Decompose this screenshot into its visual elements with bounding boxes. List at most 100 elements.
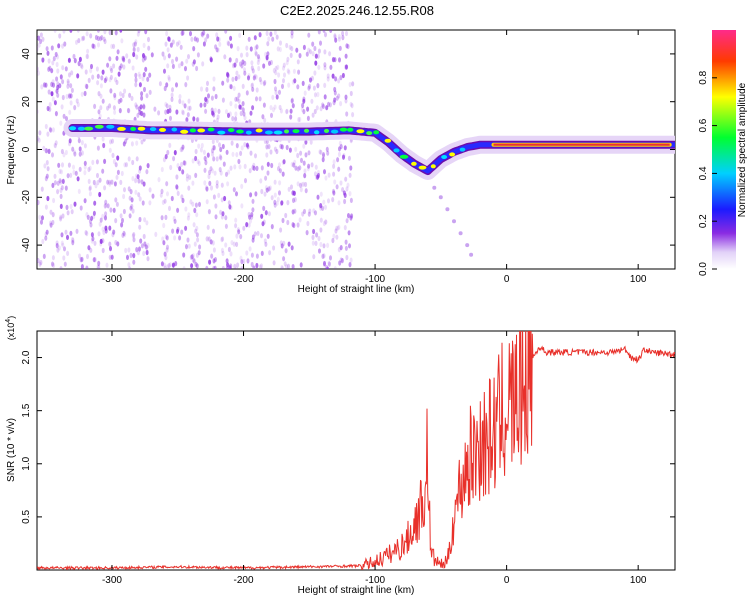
scatter-dot — [182, 252, 186, 258]
scatter-dot — [259, 79, 263, 85]
colorbar-ticks: 0.0 0.2 0.4 0.6 0.8 — [698, 70, 717, 276]
scatter-dot — [88, 185, 92, 191]
scatter-dot — [222, 161, 226, 167]
scatter-dot — [136, 174, 140, 180]
scatter-dot — [51, 60, 55, 66]
scatter-dot — [344, 94, 348, 100]
scatter-dot — [69, 83, 73, 89]
scatter-dot — [88, 165, 92, 171]
scatter-dot — [141, 200, 145, 206]
scatter-dot — [105, 262, 109, 268]
scatter-dot — [328, 51, 332, 57]
scatter-dot — [229, 43, 233, 49]
scatter-dot — [39, 38, 43, 45]
scatter-dot — [91, 74, 95, 80]
scatter-dot — [143, 86, 146, 93]
y-tick-label: 0.5 — [21, 510, 32, 524]
scatter-dot — [132, 232, 136, 238]
scatter-dot — [97, 264, 101, 269]
scatter-dot — [129, 205, 133, 211]
scatter-dot — [210, 185, 213, 191]
scatter-dot — [80, 91, 84, 97]
scatter-dot — [112, 105, 116, 111]
ridge-blob — [255, 128, 263, 133]
scatter-dot — [341, 35, 345, 41]
scatter-dot — [62, 152, 66, 158]
branch-point — [445, 207, 450, 212]
scatter-dot — [278, 46, 282, 53]
scatter-dot — [293, 159, 297, 165]
scatter-dot — [258, 96, 262, 102]
scatter-dot — [279, 108, 283, 114]
scatter-dot — [112, 207, 116, 213]
scatter-dot — [205, 199, 209, 205]
scatter-dot — [138, 216, 142, 223]
scatter-dot — [268, 250, 272, 256]
scatter-dot — [242, 225, 246, 231]
scatter-dot — [64, 229, 68, 235]
scatter-dot — [319, 203, 323, 209]
scatter-dot — [137, 71, 141, 77]
scatter-dot — [314, 210, 317, 216]
scatter-dot — [138, 73, 142, 80]
scatter-dot — [37, 70, 40, 76]
scatter-dot — [37, 199, 40, 206]
scatter-dot — [269, 31, 273, 37]
scatter-dot — [56, 92, 60, 98]
scatter-dot — [306, 166, 310, 172]
scatter-dot — [316, 83, 320, 89]
scatter-dot — [142, 250, 146, 256]
scatter-dot — [139, 104, 143, 110]
scatter-dot — [71, 146, 75, 152]
scatter-dot — [250, 60, 254, 66]
scatter-dot — [225, 149, 229, 155]
scatter-dot — [215, 117, 219, 123]
scatter-dot — [135, 104, 139, 110]
scatter-dot — [315, 105, 319, 111]
scatter-dot — [339, 75, 343, 81]
scatter-dot — [282, 256, 286, 262]
scatter-dot — [76, 102, 80, 108]
scatter-dot — [347, 230, 351, 236]
scatter-dot — [296, 166, 300, 172]
scatter-dot — [237, 98, 241, 104]
scatter-dot — [126, 107, 130, 114]
scatter-dot — [119, 213, 123, 219]
scatter-dot — [71, 236, 74, 243]
scatter-dot — [187, 185, 191, 191]
scatter-dot — [134, 39, 138, 45]
scatter-dot — [184, 206, 188, 212]
scatter-dot — [114, 77, 117, 83]
scatter-dot — [39, 32, 43, 38]
scatter-dot — [162, 222, 166, 229]
scatter-dot — [236, 227, 240, 233]
scatter-dot — [194, 202, 198, 208]
scatter-dot — [229, 84, 233, 90]
scatter-dot — [337, 78, 341, 84]
scatter-dot — [135, 140, 139, 146]
scatter-dot — [164, 234, 168, 240]
x-tick-label: -100 — [365, 274, 385, 285]
scatter-dot — [108, 254, 112, 260]
ridge-blob — [68, 126, 77, 131]
scatter-dot — [178, 235, 182, 241]
scatter-dot — [135, 156, 139, 162]
scatter-dot — [86, 53, 90, 60]
scatter-dot — [305, 51, 309, 57]
scatter-dot — [278, 104, 282, 111]
scatter-dot — [258, 264, 262, 269]
scatter-dot — [183, 103, 187, 109]
scatter-dot — [281, 217, 285, 224]
scatter-dot — [59, 187, 63, 193]
scatter-dot — [97, 109, 101, 115]
scatter-dot — [137, 30, 141, 34]
scatter-dot — [87, 178, 91, 184]
scatter-dot — [337, 224, 341, 230]
scatter-dot — [238, 32, 242, 39]
scatter-dot — [138, 165, 142, 171]
scatter-dot — [195, 225, 199, 231]
scatter-dot — [46, 105, 50, 112]
scatter-dot — [204, 156, 208, 162]
scatter-dot — [207, 173, 211, 180]
